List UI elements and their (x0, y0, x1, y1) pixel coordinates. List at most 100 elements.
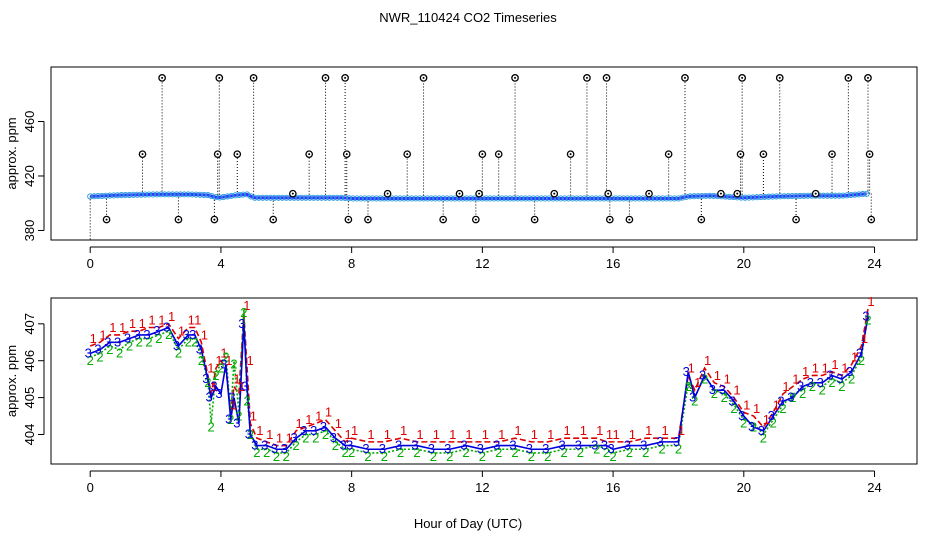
bottom-series-3-marker: 3 (673, 434, 680, 449)
top-spike-point-center (442, 218, 445, 221)
top-baseline-point (400, 195, 407, 202)
bottom-series-1-marker: 1 (305, 412, 312, 427)
bottom-series-2-marker: 2 (87, 353, 94, 368)
bottom-series-1-marker: 1 (276, 431, 283, 446)
bottom-series-2-marker: 2 (348, 445, 355, 460)
bottom-series-3-marker: 3 (114, 334, 121, 349)
top-spike-point-center (218, 76, 221, 79)
top-baseline-point (636, 195, 643, 202)
bottom-series-2-marker: 2 (760, 430, 767, 445)
bottom-series-2-marker: 2 (495, 445, 502, 460)
bottom-series-3-marker: 3 (768, 408, 775, 423)
bottom-series-3-marker: 3 (104, 334, 111, 349)
bottom-series-2-marker: 2 (364, 449, 371, 464)
bottom-x-tick-label: 20 (737, 480, 751, 495)
top-baseline-point (561, 195, 568, 202)
bottom-series-1-marker: 1 (580, 423, 587, 438)
top-baseline-point (498, 195, 506, 202)
top-baseline-point (765, 193, 772, 200)
top-spike-point-center (605, 76, 608, 79)
bottom-x-tick-label: 8 (348, 480, 355, 495)
bottom-series-1-marker: 1 (724, 372, 731, 387)
top-baseline-point (369, 195, 376, 202)
top-baseline-point (436, 195, 443, 202)
top-baseline-point (781, 193, 788, 200)
bottom-series-1-marker: 1 (315, 408, 322, 423)
top-spike-point-center (778, 76, 781, 79)
top-baseline-point (185, 191, 192, 198)
top-y-axis: 380 420 460 (22, 111, 45, 241)
top-baseline-point (114, 192, 121, 199)
top-baseline-point (471, 195, 478, 202)
bottom-series-3-marker: 3 (748, 419, 755, 434)
top-baseline-point (349, 195, 357, 202)
bottom-series-1-marker: 1 (158, 313, 165, 328)
bottom-series-2-marker: 2 (191, 335, 198, 350)
top-baseline-point (538, 195, 545, 202)
top-baseline-point (710, 192, 717, 199)
bottom-series-1-marker: 1 (606, 427, 613, 442)
bottom-series-3-marker: 3 (153, 323, 160, 338)
bottom-series-3-marker: 3 (542, 441, 549, 456)
top-panel: 0 4 8 12 16 20 24 380 420 460 approx. ppm (4, 66, 918, 271)
top-baseline-point (106, 192, 113, 199)
top-spike-point-center (478, 192, 481, 195)
bottom-series-2-marker: 2 (711, 386, 718, 401)
top-baseline-point (232, 192, 239, 199)
bottom-series-2-marker: 2 (701, 371, 708, 386)
bottom-series-3-marker: 3 (575, 438, 582, 453)
bottom-series-3-marker: 3 (271, 441, 278, 456)
top-baseline-point (608, 195, 615, 202)
top-baseline-point (600, 195, 607, 202)
top-baseline-point (694, 193, 702, 200)
top-baseline-point (342, 194, 349, 202)
top-spike-point-center (105, 218, 108, 221)
top-spike-lines (89, 77, 872, 240)
bottom-series-3-marker: 3 (261, 438, 268, 453)
top-spike-point-center (585, 76, 588, 79)
top-baseline-point (138, 191, 145, 198)
bottom-series-1-marker: 1 (498, 427, 505, 442)
bottom-y-axis: 404 405 406 407 (22, 313, 45, 445)
top-baseline-point (451, 195, 458, 202)
bottom-series-1-marker: 1 (178, 324, 185, 339)
bottom-series-1-marker: 1 (563, 423, 570, 438)
bottom-series-3-marker: 3 (719, 382, 726, 397)
bottom-series-1-marker: 1 (867, 294, 874, 309)
bottom-series-1-marker: 1 (211, 379, 218, 394)
bottom-series-3-marker: 3 (777, 393, 784, 408)
bottom-series-2-marker: 2 (819, 383, 826, 398)
bottom-series-2-marker: 2 (675, 442, 682, 457)
bottom-series-3-marker: 3 (601, 438, 608, 453)
top-baseline-point (702, 192, 709, 199)
top-baseline-point (318, 194, 325, 201)
bottom-series-3-marker: 3 (493, 438, 500, 453)
top-spike-point-center (762, 153, 765, 156)
top-baseline-point (326, 194, 333, 201)
top-baseline-point (651, 195, 658, 202)
top-baseline-point (569, 195, 576, 202)
bottom-series-3-marker: 3 (233, 415, 240, 430)
top-baseline-point (491, 195, 498, 202)
top-spike-point-center (481, 153, 484, 156)
bottom-series-3-marker: 3 (758, 423, 765, 438)
top-spike-point-center (569, 153, 572, 156)
top-baseline-point (381, 195, 388, 202)
bottom-series-2-marker: 2 (658, 442, 665, 457)
bottom-y-axis-title: approx. ppm (4, 345, 19, 417)
bottom-series-2-marker: 2 (381, 449, 388, 464)
bottom-series-1-marker: 1 (465, 427, 472, 442)
top-baseline-point (483, 195, 490, 202)
bottom-series-2-marker: 2 (577, 445, 584, 460)
top-baseline-point (510, 195, 517, 202)
bottom-series-3-marker: 3 (689, 390, 696, 405)
top-baseline-point (177, 191, 184, 198)
top-spike-point-center (213, 218, 216, 221)
top-baseline-point (757, 194, 764, 201)
top-baseline-point (698, 192, 706, 200)
top-baseline-point (828, 192, 835, 199)
top-spike-point-center (847, 76, 850, 79)
top-baseline-point (142, 191, 149, 198)
top-baseline-point (302, 194, 309, 201)
top-baseline-point (749, 194, 757, 201)
